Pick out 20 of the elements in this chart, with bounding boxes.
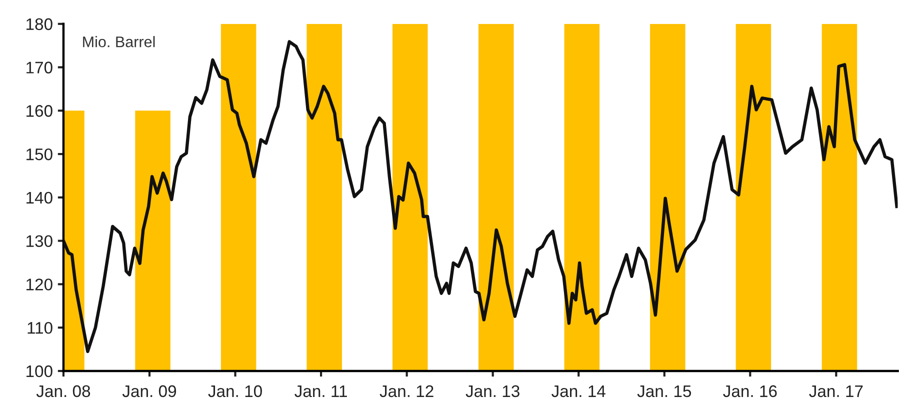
y-axis-title: Mio. Barrel [83,36,155,48]
x-tick-label: Jan. 14 [552,385,606,398]
y-tick-label: 100 [26,365,52,378]
y-tick-label: 170 [26,62,52,74]
x-tick-label: Jan. 12 [380,385,434,398]
x-tick-label: Jan. 17 [809,385,863,398]
y-tick-label: 180 [26,18,52,30]
x-tick-label: Jan. 13 [466,385,520,398]
x-tick-label: Jan. 08 [36,385,90,398]
y-tick-label: 110 [28,322,52,334]
x-tick-label: Jan. 16 [723,385,777,398]
x-tick-label: Jan. 15 [637,385,692,398]
y-tick-label: 160 [26,105,52,117]
x-tick-label: Jan. 09 [122,385,176,398]
y-tick-label: 140 [26,192,52,204]
y-tick-label: 150 [26,148,52,160]
y-tick-label: 120 [26,278,52,290]
x-tick-label: Jan. 11 [294,385,347,398]
x-tick-label: Jan. 10 [208,385,262,398]
y-tick-label: 130 [26,235,52,248]
